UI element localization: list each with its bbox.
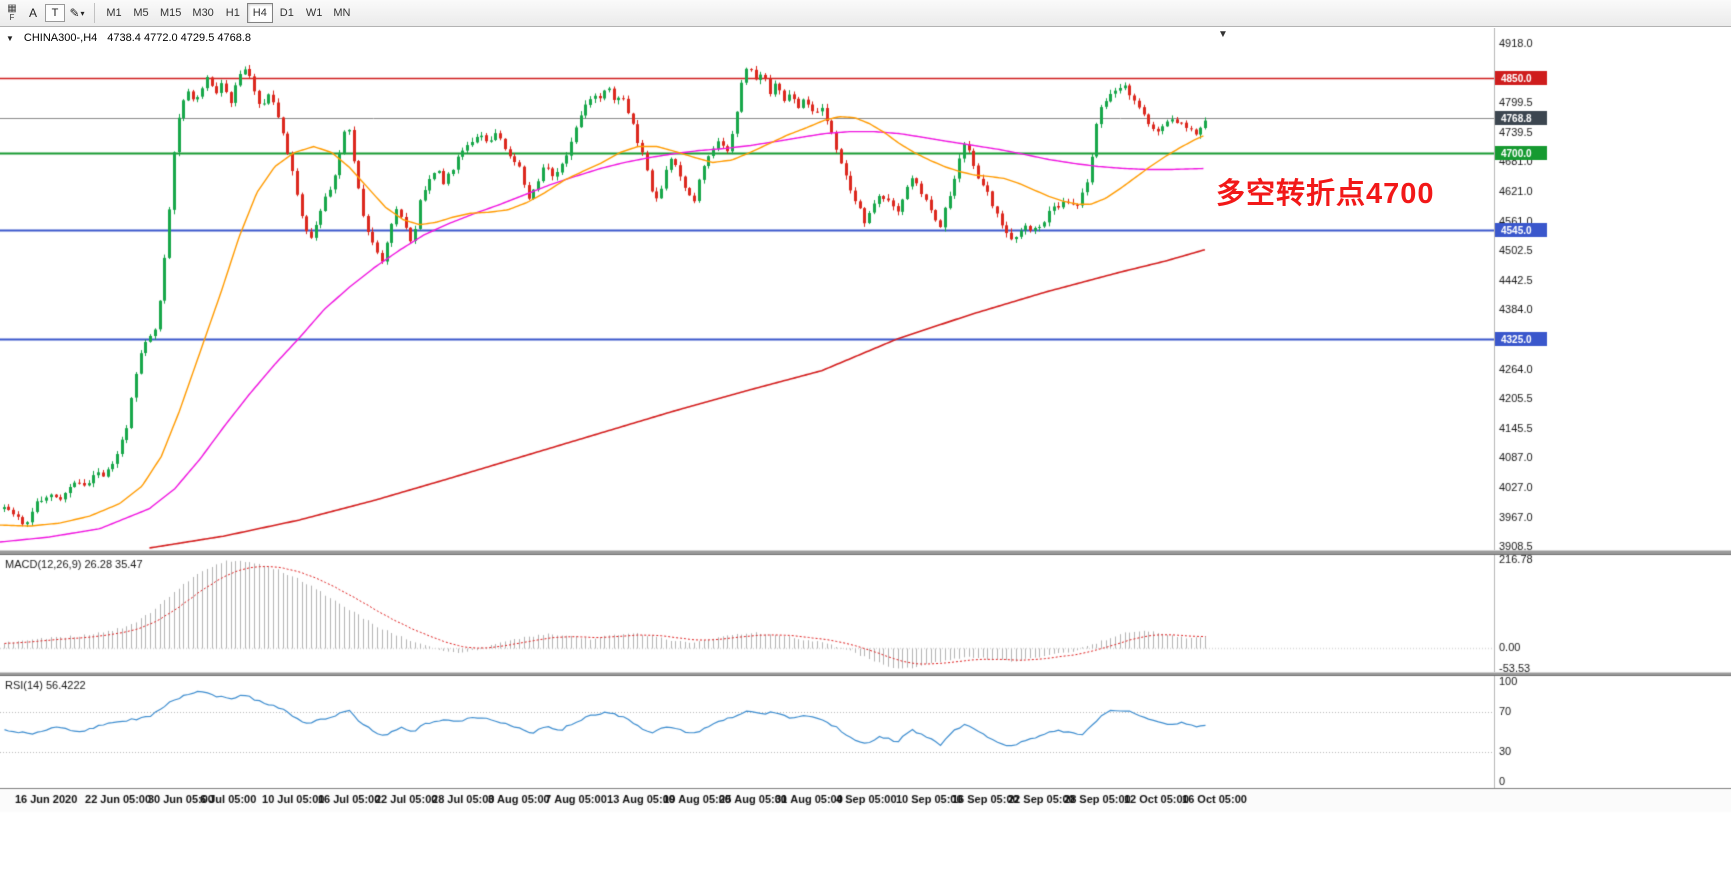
chart-grid-icon: ▦ [7,3,17,14]
chart-list-button[interactable]: ▦ F [3,4,21,22]
toolbar: ▦ F A T ✎ ▾ M1 M5 M15 M30 H1 H4 D1 W1 MN [0,0,1731,27]
timeframe-w1-button[interactable]: W1 [301,3,328,23]
text-label-tool-button[interactable]: A [22,3,44,24]
time-axis[interactable] [0,788,1494,812]
timeframe-m15-button[interactable]: M15 [155,3,186,23]
timeframe-m1-button[interactable]: M1 [101,3,127,23]
timeframe-h4-button[interactable]: H4 [246,3,273,23]
text-box-tool-button[interactable]: T [45,4,65,22]
chart-window: ▼ CHINA300-,H4 4738.4 4772.0 4729.5 4768… [0,28,1731,895]
rsi-panel-splitter[interactable] [0,672,1731,676]
macd-panel-splitter[interactable] [0,550,1731,555]
f-key-label: F [9,13,15,22]
price-axis[interactable] [1494,28,1731,788]
scroll-to-end-marker[interactable]: ▼ [1218,29,1228,40]
timeframe-mn-button[interactable]: MN [328,3,355,23]
draw-tool-button[interactable]: ✎ ▾ [66,3,88,24]
chart-symbol-label: CHINA300-,H4 [23,32,98,44]
timeframe-h1-button[interactable]: H1 [220,3,246,23]
chart-ohlc-values: 4738.4 4772.0 4729.5 4768.8 [107,32,252,44]
dropdown-caret-icon: ▾ [80,8,85,18]
timeframe-m30-button[interactable]: M30 [187,3,218,23]
collapse-arrow-icon[interactable]: ▼ [6,33,14,43]
timeframe-m5-button[interactable]: M5 [128,3,154,23]
timeframe-d1-button[interactable]: D1 [274,3,300,23]
pencil-icon: ✎ [69,6,80,20]
toolbar-separator [94,3,95,23]
chart-text-annotation[interactable]: 多空转折点4700 [1216,178,1435,210]
price-chart-canvas[interactable] [0,28,1731,895]
chart-header: ▼ CHINA300-,H4 4738.4 4772.0 4729.5 4768… [6,32,251,44]
